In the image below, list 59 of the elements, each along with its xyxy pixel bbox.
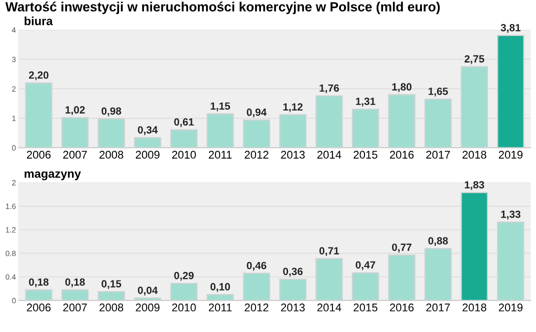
data-label: 0,94 [246, 108, 267, 118]
chart-subtitle: biura [24, 16, 53, 26]
x-tick-label: 2010 [172, 150, 196, 159]
x-tick-label: 2007 [63, 304, 87, 312]
data-label: 1,31 [356, 98, 376, 107]
x-tick-label: 2017 [426, 304, 450, 312]
x-tick-label: 2016 [390, 150, 414, 159]
x-tick-label: 2009 [136, 150, 160, 159]
data-label: 0,29 [174, 272, 194, 281]
x-tick-label: 2008 [100, 150, 124, 159]
x-tick-label: 2016 [390, 304, 414, 312]
x-tick-label: 2014 [317, 150, 342, 159]
x-tick-label: 2015 [354, 304, 378, 312]
data-label: 0,34 [138, 126, 158, 136]
x-tick-label: 2012 [244, 150, 268, 159]
x-tick-label: 2019 [498, 150, 523, 159]
x-tick-label: 2017 [426, 150, 450, 159]
data-label: 1,02 [66, 106, 85, 116]
data-label: 0,98 [102, 107, 122, 116]
data-label: 2,20 [28, 71, 48, 80]
x-tick-label: 2011 [208, 304, 232, 312]
data-label: 0,46 [246, 262, 266, 271]
chart-subtitle: magazyny [24, 171, 81, 180]
x-tick-label: 2008 [100, 304, 124, 312]
data-label: 3,81 [500, 24, 521, 33]
data-label: 0,88 [428, 237, 448, 246]
data-label: 1,33 [501, 210, 520, 220]
x-tick-label: 2018 [462, 304, 486, 312]
data-label: 0,15 [102, 280, 122, 289]
data-label: 1,80 [392, 83, 412, 92]
data-label: 0,61 [174, 118, 194, 128]
x-tick-label: 2018 [462, 150, 486, 159]
x-tick-label: 2014 [317, 304, 342, 312]
x-tick-label: 2010 [172, 304, 196, 312]
x-tick-label: 2015 [354, 150, 378, 159]
data-label: 0,47 [356, 261, 376, 270]
data-label: 0,77 [392, 244, 412, 252]
x-tick-label: 2013 [281, 304, 305, 312]
x-tick-label: 2007 [63, 150, 87, 159]
data-label: 1,12 [283, 103, 303, 112]
x-tick-label: 2006 [26, 150, 51, 159]
data-label: 0,04 [138, 286, 158, 296]
x-tick-label: 2009 [136, 304, 160, 312]
data-label: 1,83 [464, 181, 484, 190]
data-label: 0,71 [319, 247, 340, 256]
data-label: 0,36 [283, 268, 303, 277]
data-label: 1,15 [210, 102, 230, 112]
x-tick-label: 2006 [26, 304, 51, 312]
data-label: 0,18 [65, 278, 85, 288]
data-label: 0,10 [210, 283, 230, 292]
x-tick-label: 2013 [281, 150, 305, 159]
x-tick-label: 2019 [498, 304, 523, 312]
data-label: 1,76 [320, 84, 339, 94]
x-tick-label: 2011 [208, 150, 232, 159]
x-tick-label: 2012 [244, 304, 268, 312]
data-label: 0,18 [29, 278, 49, 288]
data-label: 2,75 [464, 55, 484, 64]
chart-title: Wartość inwestycji w nieruchomości komercyjne w Polsce (mld euro) [5, 2, 440, 14]
data-label: 1,65 [428, 88, 448, 96]
